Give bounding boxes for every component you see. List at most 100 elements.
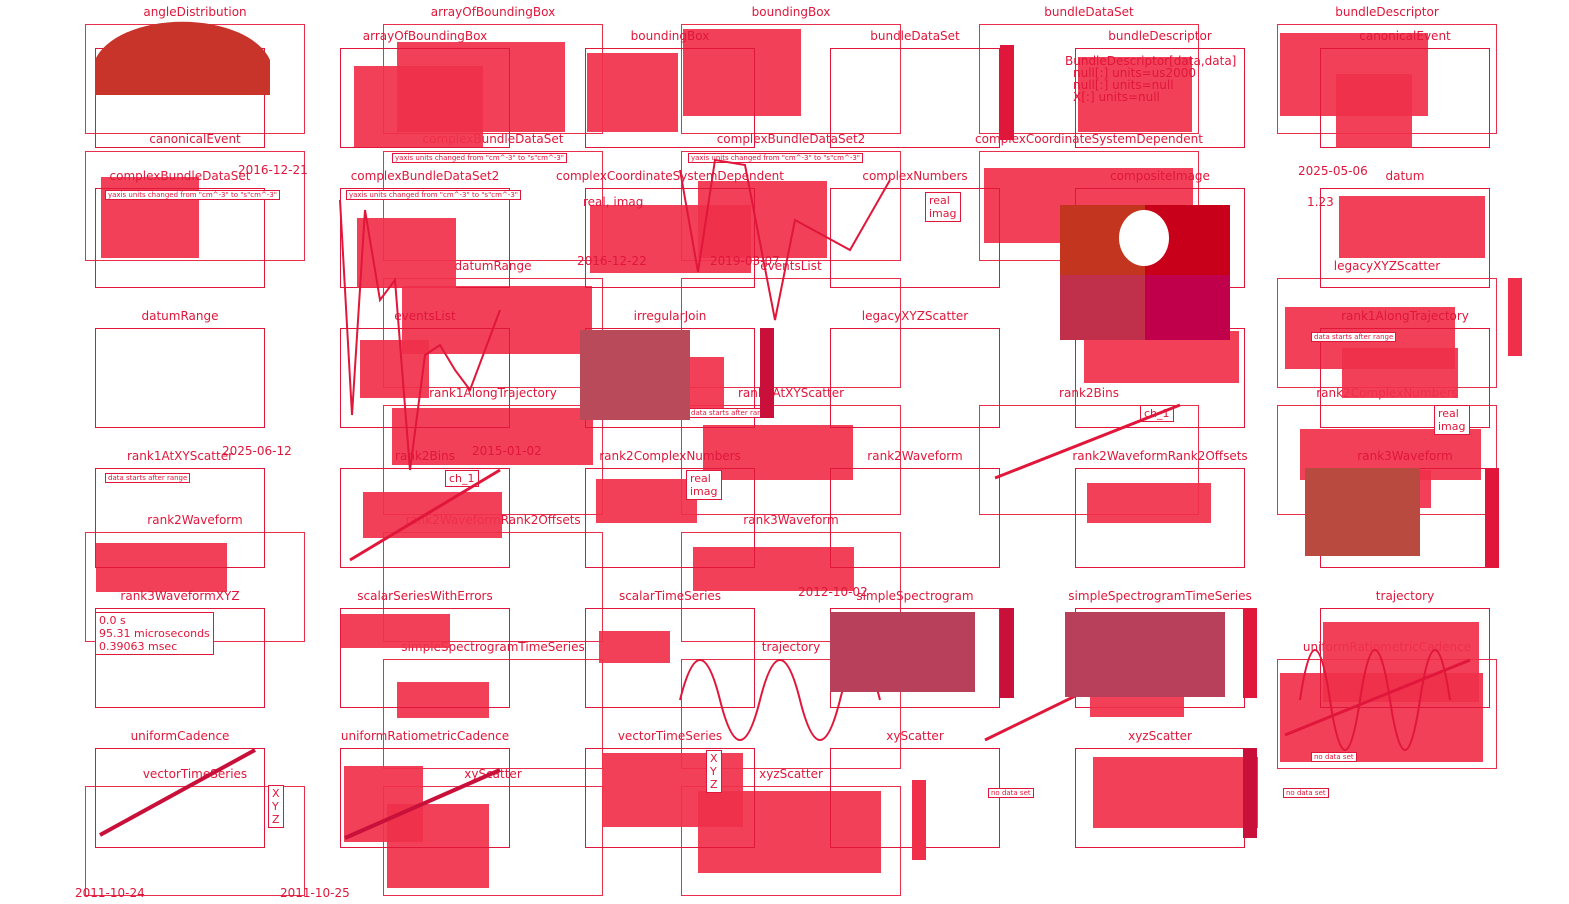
plot-title: trajectory (761, 640, 821, 654)
trace-line (994, 403, 1181, 480)
angle-distribution-wedge (95, 21, 270, 95)
plot-fill (1339, 196, 1486, 258)
spectrogram-image (1065, 612, 1225, 697)
date-label: 2025-06-12 (222, 444, 292, 458)
composite-image-blob (1119, 210, 1169, 266)
plot-panel[interactable] (830, 48, 1000, 148)
plot-panel[interactable] (1320, 328, 1490, 428)
plot-panel[interactable] (95, 608, 265, 708)
bundle-descriptor-line: null[:] units=null (1073, 78, 1174, 92)
legend-real: real (690, 472, 711, 485)
colorbar (1508, 278, 1522, 356)
plot-title: rank2Waveform (147, 513, 243, 527)
plot-fill (683, 29, 801, 117)
trace-line (679, 158, 891, 321)
plot-title: simpleSpectrogramTimeSeries (1068, 589, 1252, 603)
bundle-descriptor-line: BundleDescriptor[data,data] (1065, 54, 1237, 68)
plot-fill (344, 766, 423, 843)
plot-panel[interactable] (681, 24, 901, 134)
irregular-join-image (580, 330, 690, 420)
plot-panel[interactable] (585, 608, 755, 708)
rank3-waveform-image (1305, 468, 1420, 556)
plot-panel[interactable] (340, 188, 510, 288)
plot-fill (397, 682, 489, 718)
plot-panel[interactable] (1075, 48, 1245, 148)
plot-fill (363, 492, 503, 539)
plot-panel[interactable] (1320, 188, 1490, 288)
plot-panel[interactable] (340, 748, 510, 848)
legend-real-imag: real imag (686, 470, 722, 500)
plot-title: rank3Waveform (1357, 449, 1453, 463)
trace-line (1284, 658, 1471, 737)
trace-line (339, 199, 501, 471)
colorbar (1243, 608, 1257, 698)
plot-panel[interactable] (681, 532, 901, 642)
plot-panel[interactable] (1075, 748, 1258, 848)
legend-y: Y (272, 800, 279, 813)
plot-title: canonicalEvent (149, 132, 241, 146)
plot-panel[interactable] (585, 188, 755, 288)
plot-title: eventsList (760, 259, 822, 273)
plot-panel[interactable] (383, 405, 603, 515)
plot-panel[interactable] (383, 659, 603, 769)
colorbar (760, 328, 774, 418)
plot-panel[interactable] (95, 748, 265, 848)
plot-panel[interactable] (95, 188, 265, 288)
plot-panel[interactable] (340, 48, 510, 148)
legend-real-imag: real imag (1434, 405, 1470, 435)
legend-ch-label: ch_1 (449, 472, 475, 485)
plot-panel[interactable] (95, 468, 265, 568)
plot-title: bundleDataSet (1044, 5, 1134, 19)
legend-x: X (272, 787, 280, 800)
duration-legend: 0.0 s 95.31 microseconds 0.39063 msec (95, 612, 214, 655)
plot-fill (703, 425, 854, 481)
date-label: 2015-01-02 (472, 444, 542, 458)
colorbar (1485, 468, 1499, 568)
date-label: 2016-12-22 (577, 254, 647, 268)
plot-title: complexBundleDataSet (109, 169, 251, 183)
datum-value: 1.23 (1307, 195, 1334, 209)
legend-xyz: X Y Z (268, 785, 284, 828)
spectrogram-image (830, 612, 975, 692)
plot-panel[interactable] (830, 468, 1000, 568)
plot-title: eventsList (394, 309, 456, 323)
plot-panel[interactable] (85, 786, 305, 896)
trace-line (344, 768, 501, 840)
plot-panel[interactable] (681, 659, 901, 769)
plot-title: bundleDescriptor (1108, 29, 1212, 43)
plot-fill (1336, 74, 1412, 148)
legend-xyz: X Y Z (706, 750, 722, 793)
plot-title: complexBundleDataSet2 (716, 132, 866, 146)
plot-panel[interactable] (340, 468, 510, 568)
plot-panel[interactable] (95, 328, 265, 428)
colorbar (912, 780, 926, 860)
plot-panel[interactable] (681, 405, 901, 515)
plot-title: rank2WaveformRank2Offsets (1072, 449, 1248, 463)
plot-panel[interactable] (1075, 468, 1245, 568)
plot-title: complexCoordinateSystemDependent (556, 169, 784, 183)
plot-panel[interactable] (585, 48, 755, 148)
composite-image-tile (1145, 275, 1230, 340)
plot-title: bundleDescriptor (1335, 5, 1439, 19)
plot-panel[interactable] (340, 328, 510, 428)
plot-panel[interactable] (979, 24, 1199, 134)
plot-panel[interactable] (585, 468, 755, 568)
legend-x: X (710, 752, 718, 765)
plot-panel[interactable] (1320, 48, 1490, 148)
no-data-note: no data set (1311, 752, 1357, 762)
plot-title: legacyXYZScatter (861, 309, 969, 323)
data-starts-note: data starts after range (1311, 332, 1397, 342)
plot-fill (360, 340, 429, 398)
colorbar (1243, 748, 1257, 838)
bundle-descriptor-line: X[:] units=null (1073, 90, 1160, 104)
plot-panel[interactable] (830, 188, 1000, 288)
plot-panel[interactable] (340, 608, 510, 708)
plot-title: boundingBox (751, 5, 831, 19)
plot-title: rank3Waveform (743, 513, 839, 527)
plot-panel[interactable] (830, 328, 1000, 428)
plot-title: boundingBox (630, 29, 710, 43)
plot-title: uniformRatiometricCadence (340, 729, 510, 743)
legend-real: real (1438, 407, 1459, 420)
plot-fill (599, 631, 670, 664)
